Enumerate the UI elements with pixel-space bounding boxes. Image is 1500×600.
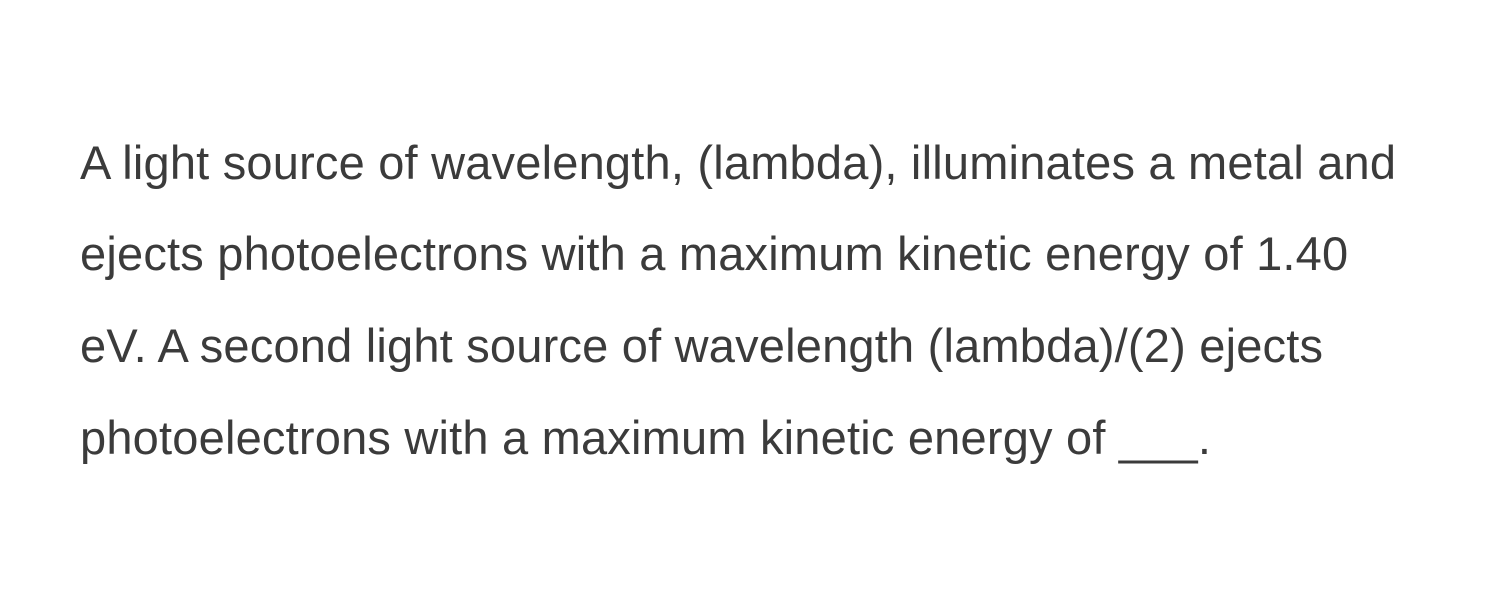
- question-text: A light source of wavelength, (lambda), …: [80, 117, 1420, 484]
